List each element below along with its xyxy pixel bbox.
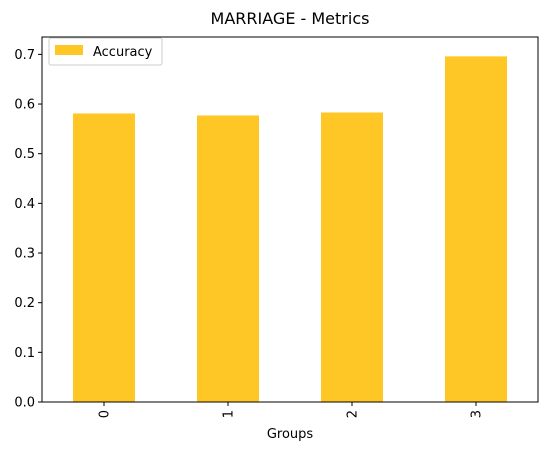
bar-group-2 xyxy=(321,112,383,402)
x-axis: 0 1 2 3 xyxy=(98,402,485,418)
bars-group xyxy=(73,56,507,403)
legend-swatch xyxy=(55,45,83,55)
x-tick-label: 1 xyxy=(222,410,237,418)
y-tick-label: 0.2 xyxy=(14,296,35,311)
y-tick-label: 0.3 xyxy=(14,247,35,262)
x-axis-title: Groups xyxy=(267,427,314,442)
y-axis: 0.0 0.1 0.2 0.3 0.4 0.5 0.6 0.7 xyxy=(14,48,42,411)
y-tick-label: 0.1 xyxy=(14,346,35,361)
bar-group-0 xyxy=(73,113,135,402)
legend: Accuracy xyxy=(48,37,163,66)
y-tick-label: 0.0 xyxy=(14,396,35,411)
y-tick-label: 0.4 xyxy=(14,197,35,212)
x-tick-label: 3 xyxy=(470,410,485,418)
chart-title: MARRIAGE - Metrics xyxy=(211,9,370,28)
y-tick-label: 0.7 xyxy=(14,48,35,63)
y-tick-label: 0.5 xyxy=(14,147,35,162)
bar-group-1 xyxy=(197,115,259,402)
x-tick-label: 2 xyxy=(346,410,361,418)
y-tick-label: 0.6 xyxy=(14,98,35,113)
x-tick-label: 0 xyxy=(98,410,113,418)
legend-box xyxy=(48,37,163,66)
bar-group-3 xyxy=(445,56,507,403)
plot-frame xyxy=(41,36,539,403)
legend-label-accuracy: Accuracy xyxy=(93,45,153,60)
